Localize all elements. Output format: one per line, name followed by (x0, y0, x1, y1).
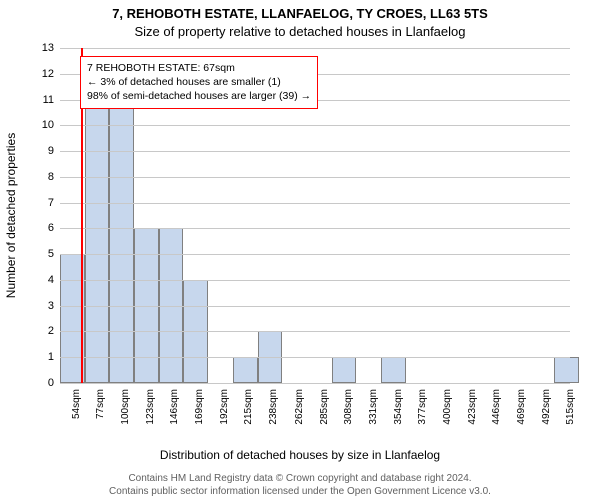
annotation-box: 7 REHOBOTH ESTATE: 67sqm ← 3% of detache… (80, 56, 318, 109)
histogram-bar (381, 357, 406, 383)
annotation-line-1: 7 REHOBOTH ESTATE: 67sqm (87, 61, 311, 75)
gridline (60, 48, 570, 49)
x-tick-label: 169sqm (194, 389, 205, 449)
x-tick-label: 146sqm (169, 389, 180, 449)
gridline (60, 254, 570, 255)
gridline (60, 203, 570, 204)
gridline (60, 383, 570, 384)
x-tick-label: 377sqm (417, 389, 428, 449)
gridline (60, 331, 570, 332)
x-tick-label: 123sqm (145, 389, 156, 449)
x-tick-label: 262sqm (294, 389, 305, 449)
annotation-line-3: 98% of semi-detached houses are larger (… (87, 89, 311, 103)
x-tick-label: 446sqm (491, 389, 502, 449)
gridline (60, 125, 570, 126)
gridline (60, 228, 570, 229)
y-axis-label: Number of detached properties (4, 48, 22, 383)
x-tick-label: 192sqm (219, 389, 230, 449)
x-tick-label: 423sqm (467, 389, 478, 449)
histogram-bar (554, 357, 579, 383)
x-tick-label: 354sqm (393, 389, 404, 449)
x-tick-label: 238sqm (268, 389, 279, 449)
gridline (60, 280, 570, 281)
x-axis-label: Distribution of detached houses by size … (0, 448, 600, 462)
x-tick-label: 331sqm (368, 389, 379, 449)
chart-title-line2: Size of property relative to detached ho… (0, 24, 600, 39)
x-tick-label: 492sqm (541, 389, 552, 449)
x-tick-label: 54sqm (71, 389, 82, 449)
footer-text: Contains HM Land Registry data © Crown c… (0, 473, 600, 498)
x-tick-label: 515sqm (565, 389, 576, 449)
gridline (60, 306, 570, 307)
x-tick-label: 400sqm (442, 389, 453, 449)
chart-title-line1: 7, REHOBOTH ESTATE, LLANFAELOG, TY CROES… (0, 6, 600, 21)
x-tick-label: 469sqm (516, 389, 527, 449)
footer-line-2: Contains public sector information licen… (0, 486, 600, 499)
gridline (60, 357, 570, 358)
chart-container: 7, REHOBOTH ESTATE, LLANFAELOG, TY CROES… (0, 0, 600, 500)
histogram-bar (233, 357, 258, 383)
footer-line-1: Contains HM Land Registry data © Crown c… (0, 473, 600, 486)
x-tick-label: 77sqm (95, 389, 106, 449)
x-tick-label: 215sqm (243, 389, 254, 449)
x-tick-label: 285sqm (319, 389, 330, 449)
gridline (60, 151, 570, 152)
x-tick-label: 100sqm (120, 389, 131, 449)
gridline (60, 177, 570, 178)
histogram-bar (85, 100, 110, 383)
histogram-bar (332, 357, 357, 383)
x-tick-label: 308sqm (343, 389, 354, 449)
annotation-line-2: ← 3% of detached houses are smaller (1) (87, 75, 311, 89)
